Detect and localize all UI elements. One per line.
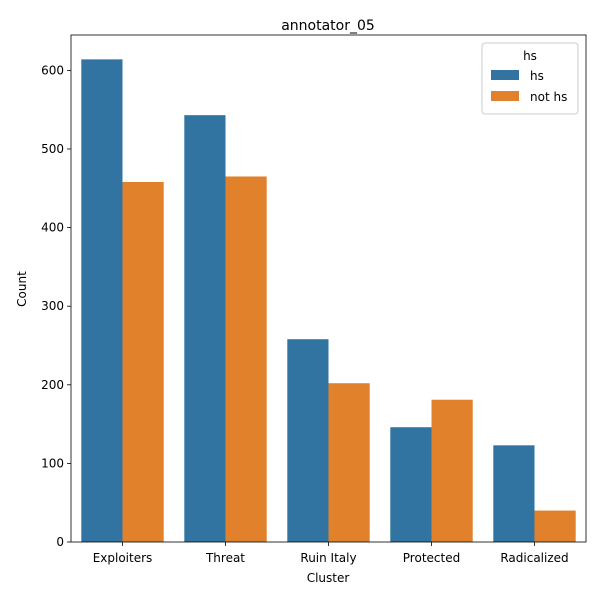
bar-hs-exploiters (81, 59, 123, 543)
bar-hs-protected (390, 427, 432, 542)
y-axis-label: Count (15, 271, 29, 307)
chart-title: annotator_05 (281, 18, 375, 34)
y-tick-label: 200 (41, 378, 64, 392)
bar-not-hs-ruin-italy (328, 383, 370, 542)
legend-swatch-not-hs (491, 91, 519, 101)
y-tick-label: 100 (41, 456, 64, 470)
x-tick-label: Protected (403, 551, 460, 565)
bar-not-hs-radicalized (534, 510, 576, 542)
y-tick-label: 500 (41, 142, 64, 156)
y-tick-label: 400 (41, 221, 64, 235)
bar-not-hs-threat (225, 176, 267, 542)
y-tick-label: 600 (41, 63, 64, 77)
y-axis-ticks: 0 100 200 300 400 500 600 (41, 63, 71, 549)
x-axis-label: Cluster (307, 571, 350, 585)
y-tick-label: 300 (41, 299, 64, 313)
x-tick-label: Exploiters (93, 551, 153, 565)
x-tick-label: Radicalized (500, 551, 568, 565)
plot-frame (70, 34, 587, 543)
x-tick-label: Ruin Italy (300, 551, 356, 565)
bar-hs-threat (184, 115, 226, 542)
legend-title: hs (523, 49, 537, 63)
legend: hs hs not hs (481, 42, 579, 115)
legend-label-hs: hs (530, 69, 544, 83)
bars-layer (81, 59, 576, 543)
bar-not-hs-exploiters (122, 181, 164, 542)
y-tick-label: 0 (56, 535, 64, 549)
bar-hs-ruin-italy (287, 339, 329, 542)
legend-swatch-hs (491, 70, 519, 80)
legend-label-not-hs: not hs (530, 90, 567, 104)
bar-hs-radicalized (493, 445, 535, 542)
x-axis-ticks: Exploiters Threat Ruin Italy Protected Radic… (93, 542, 569, 565)
bar-not-hs-protected (431, 399, 473, 542)
x-tick-label: Threat (205, 551, 245, 565)
